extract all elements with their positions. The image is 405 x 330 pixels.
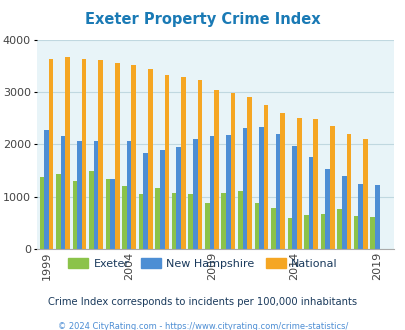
- Bar: [374, 185, 379, 249]
- Bar: [115, 63, 119, 249]
- Bar: [176, 147, 181, 249]
- Text: Exeter Property Crime Index: Exeter Property Crime Index: [85, 12, 320, 26]
- Bar: [324, 169, 329, 249]
- Bar: [65, 57, 70, 249]
- Bar: [254, 203, 258, 249]
- Bar: [164, 75, 169, 249]
- Bar: [292, 146, 296, 249]
- Bar: [139, 194, 143, 249]
- Bar: [275, 134, 280, 249]
- Bar: [263, 105, 268, 249]
- Bar: [122, 186, 126, 249]
- Bar: [214, 90, 218, 249]
- Bar: [345, 134, 350, 249]
- Legend: Exeter, New Hampshire, National: Exeter, New Hampshire, National: [64, 254, 341, 273]
- Bar: [329, 125, 334, 249]
- Bar: [181, 77, 185, 249]
- Bar: [369, 217, 374, 249]
- Bar: [353, 215, 358, 249]
- Bar: [320, 214, 324, 249]
- Bar: [49, 59, 53, 249]
- Bar: [287, 218, 292, 249]
- Bar: [160, 150, 164, 249]
- Bar: [271, 208, 275, 249]
- Bar: [105, 180, 110, 249]
- Bar: [110, 179, 115, 249]
- Bar: [143, 153, 148, 249]
- Bar: [221, 193, 226, 249]
- Bar: [148, 69, 152, 249]
- Bar: [280, 113, 284, 249]
- Bar: [188, 194, 192, 249]
- Text: Crime Index corresponds to incidents per 100,000 inhabitants: Crime Index corresponds to incidents per…: [48, 297, 357, 307]
- Bar: [60, 136, 65, 249]
- Bar: [337, 209, 341, 249]
- Bar: [98, 60, 103, 249]
- Bar: [72, 181, 77, 249]
- Bar: [126, 141, 131, 249]
- Bar: [303, 215, 308, 249]
- Bar: [197, 81, 202, 249]
- Bar: [362, 139, 367, 249]
- Bar: [44, 130, 49, 249]
- Bar: [341, 176, 345, 249]
- Bar: [226, 135, 230, 249]
- Bar: [56, 174, 60, 249]
- Bar: [313, 119, 317, 249]
- Bar: [205, 203, 209, 249]
- Bar: [209, 136, 214, 249]
- Bar: [237, 191, 242, 249]
- Text: © 2024 CityRating.com - https://www.cityrating.com/crime-statistics/: © 2024 CityRating.com - https://www.city…: [58, 322, 347, 330]
- Bar: [155, 188, 160, 249]
- Bar: [131, 65, 136, 249]
- Bar: [89, 171, 94, 249]
- Bar: [247, 97, 251, 249]
- Bar: [39, 177, 44, 249]
- Bar: [258, 127, 263, 249]
- Bar: [296, 118, 301, 249]
- Bar: [82, 59, 86, 249]
- Bar: [358, 184, 362, 249]
- Bar: [242, 128, 247, 249]
- Bar: [230, 92, 235, 249]
- Bar: [171, 193, 176, 249]
- Bar: [308, 157, 313, 249]
- Bar: [192, 139, 197, 249]
- Bar: [94, 141, 98, 249]
- Bar: [77, 141, 82, 249]
